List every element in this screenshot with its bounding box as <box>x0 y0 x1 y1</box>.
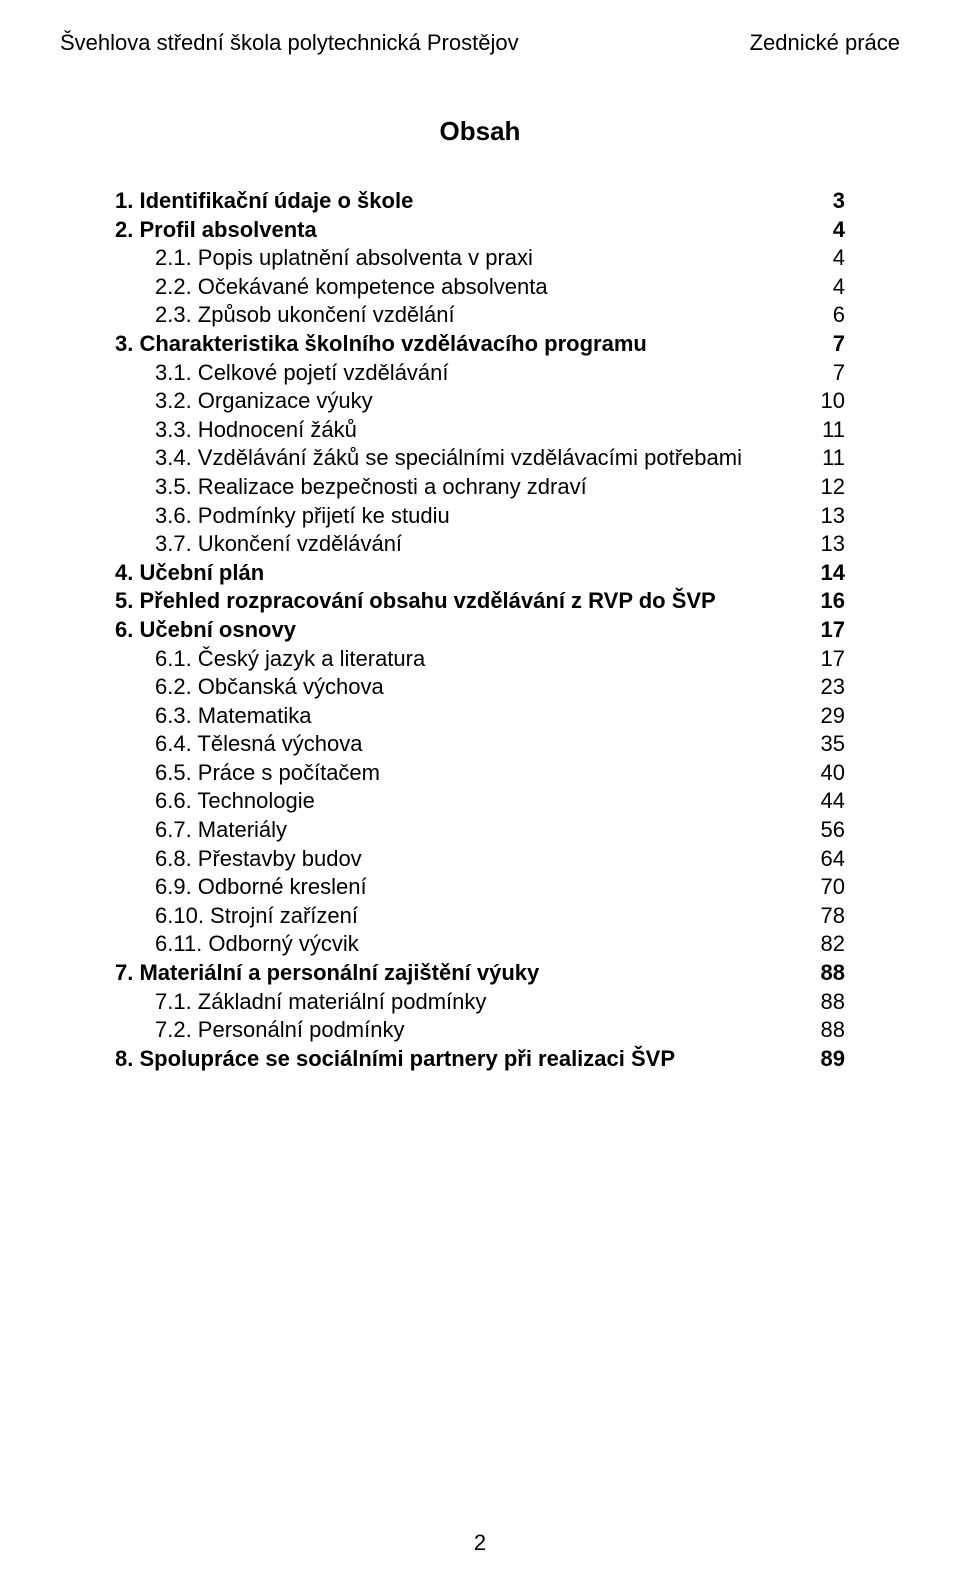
toc-row: 6.9. Odborné kreslení70 <box>115 873 845 902</box>
toc-page: 29 <box>805 702 845 731</box>
toc-label: 2. Profil absolventa <box>115 216 805 245</box>
page-header: Švehlova střední škola polytechnická Pro… <box>60 30 900 56</box>
toc-page: 82 <box>805 930 845 959</box>
toc-page: 89 <box>805 1045 845 1074</box>
toc-row: 6.10. Strojní zařízení78 <box>115 902 845 931</box>
toc-page: 88 <box>805 959 845 988</box>
toc-label: 3.4. Vzdělávání žáků se speciálními vzdě… <box>155 444 805 473</box>
toc-label: 6.1. Český jazyk a literatura <box>155 645 805 674</box>
toc-page: 56 <box>805 816 845 845</box>
toc-label: 6.4. Tělesná výchova <box>155 730 805 759</box>
toc-row: 6.6. Technologie44 <box>115 787 845 816</box>
toc-label: 3.2. Organizace výuky <box>155 387 805 416</box>
page-title: Obsah <box>60 116 900 147</box>
toc-page: 3 <box>805 187 845 216</box>
toc-row: 3.7. Ukončení vzdělávání13 <box>115 530 845 559</box>
toc-label: 7. Materiální a personální zajištění výu… <box>115 959 805 988</box>
toc-row: 6.3. Matematika29 <box>115 702 845 731</box>
toc-page: 6 <box>805 301 845 330</box>
toc-label: 2.1. Popis uplatnění absolventa v praxi <box>155 244 805 273</box>
toc-page: 16 <box>805 587 845 616</box>
toc-label: 6.7. Materiály <box>155 816 805 845</box>
toc-label: 4. Učební plán <box>115 559 805 588</box>
toc-page: 11 <box>805 416 845 445</box>
toc-page: 78 <box>805 902 845 931</box>
toc-row: 6.2. Občanská výchova23 <box>115 673 845 702</box>
toc-label: 3.5. Realizace bezpečnosti a ochrany zdr… <box>155 473 805 502</box>
toc-page: 44 <box>805 787 845 816</box>
toc-row: 3.2. Organizace výuky10 <box>115 387 845 416</box>
toc-page: 4 <box>805 216 845 245</box>
toc-row: 6.8. Přestavby budov64 <box>115 845 845 874</box>
toc-page: 70 <box>805 873 845 902</box>
toc-page: 10 <box>805 387 845 416</box>
toc-row: 1. Identifikační údaje o škole3 <box>115 187 845 216</box>
toc-label: 3.3. Hodnocení žáků <box>155 416 805 445</box>
toc-label: 1. Identifikační údaje o škole <box>115 187 805 216</box>
toc-page: 4 <box>805 273 845 302</box>
toc-row: 3.4. Vzdělávání žáků se speciálními vzdě… <box>115 444 845 473</box>
toc-row: 7.1. Základní materiální podmínky88 <box>115 988 845 1017</box>
toc-label: 6.8. Přestavby budov <box>155 845 805 874</box>
toc-page: 17 <box>805 616 845 645</box>
toc-row: 3.1. Celkové pojetí vzdělávání7 <box>115 359 845 388</box>
toc-row: 5. Přehled rozpracování obsahu vzděláván… <box>115 587 845 616</box>
toc-row: 4. Učební plán14 <box>115 559 845 588</box>
toc-row: 6.5. Práce s počítačem40 <box>115 759 845 788</box>
toc-page: 40 <box>805 759 845 788</box>
toc-row: 2.2. Očekávané kompetence absolventa4 <box>115 273 845 302</box>
toc-label: 7.2. Personální podmínky <box>155 1016 805 1045</box>
toc-page: 35 <box>805 730 845 759</box>
toc-page: 88 <box>805 988 845 1017</box>
toc-label: 6.10. Strojní zařízení <box>155 902 805 931</box>
toc-label: 6.3. Matematika <box>155 702 805 731</box>
toc-row: 2. Profil absolventa4 <box>115 216 845 245</box>
header-right: Zednické práce <box>750 30 900 56</box>
toc-label: 3.7. Ukončení vzdělávání <box>155 530 805 559</box>
toc-page: 14 <box>805 559 845 588</box>
toc-row: 6.4. Tělesná výchova35 <box>115 730 845 759</box>
toc-label: 3.6. Podmínky přijetí ke studiu <box>155 502 805 531</box>
toc-page: 64 <box>805 845 845 874</box>
toc-label: 6.2. Občanská výchova <box>155 673 805 702</box>
toc-page: 23 <box>805 673 845 702</box>
toc-label: 6. Učební osnovy <box>115 616 805 645</box>
toc-label: 6.9. Odborné kreslení <box>155 873 805 902</box>
toc-label: 7.1. Základní materiální podmínky <box>155 988 805 1017</box>
toc-label: 5. Přehled rozpracování obsahu vzděláván… <box>115 587 805 616</box>
toc-page: 88 <box>805 1016 845 1045</box>
toc-label: 3. Charakteristika školního vzdělávacího… <box>115 330 805 359</box>
toc-page: 4 <box>805 244 845 273</box>
toc-row: 3.5. Realizace bezpečnosti a ochrany zdr… <box>115 473 845 502</box>
toc-row: 6.7. Materiály56 <box>115 816 845 845</box>
toc-page: 17 <box>805 645 845 674</box>
table-of-contents: 1. Identifikační údaje o škole32. Profil… <box>60 187 900 1073</box>
toc-label: 6.5. Práce s počítačem <box>155 759 805 788</box>
toc-row: 3.3. Hodnocení žáků11 <box>115 416 845 445</box>
toc-label: 8. Spolupráce se sociálními partnery při… <box>115 1045 805 1074</box>
toc-page: 13 <box>805 502 845 531</box>
toc-row: 3. Charakteristika školního vzdělávacího… <box>115 330 845 359</box>
page-number: 2 <box>0 1530 960 1556</box>
toc-label: 2.2. Očekávané kompetence absolventa <box>155 273 805 302</box>
toc-row: 6.1. Český jazyk a literatura17 <box>115 645 845 674</box>
toc-row: 6. Učební osnovy17 <box>115 616 845 645</box>
toc-row: 3.6. Podmínky přijetí ke studiu13 <box>115 502 845 531</box>
toc-label: 3.1. Celkové pojetí vzdělávání <box>155 359 805 388</box>
toc-label: 6.6. Technologie <box>155 787 805 816</box>
toc-page: 7 <box>805 359 845 388</box>
toc-page: 12 <box>805 473 845 502</box>
toc-page: 13 <box>805 530 845 559</box>
toc-row: 7. Materiální a personální zajištění výu… <box>115 959 845 988</box>
toc-row: 2.1. Popis uplatnění absolventa v praxi4 <box>115 244 845 273</box>
toc-page: 11 <box>805 444 845 473</box>
header-left: Švehlova střední škola polytechnická Pro… <box>60 30 519 56</box>
toc-row: 8. Spolupráce se sociálními partnery při… <box>115 1045 845 1074</box>
toc-label: 6.11. Odborný výcvik <box>155 930 805 959</box>
toc-label: 2.3. Způsob ukončení vzdělání <box>155 301 805 330</box>
toc-row: 7.2. Personální podmínky88 <box>115 1016 845 1045</box>
toc-row: 6.11. Odborný výcvik82 <box>115 930 845 959</box>
toc-row: 2.3. Způsob ukončení vzdělání6 <box>115 301 845 330</box>
toc-page: 7 <box>805 330 845 359</box>
